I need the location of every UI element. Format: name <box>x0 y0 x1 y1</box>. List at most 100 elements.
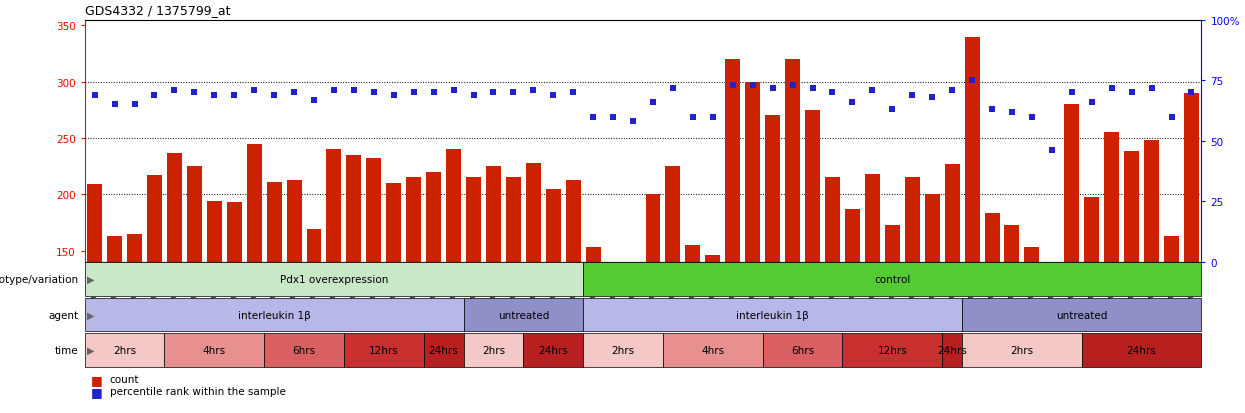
Bar <box>525 164 540 413</box>
Bar <box>227 203 242 413</box>
Bar <box>1084 197 1099 413</box>
Point <box>364 90 383 97</box>
Text: 2hrs: 2hrs <box>113 345 136 355</box>
Text: 4hrs: 4hrs <box>701 345 725 355</box>
Bar <box>646 195 661 413</box>
Bar <box>1144 141 1159 413</box>
Point <box>184 90 204 97</box>
Bar <box>423 333 463 367</box>
Bar <box>746 83 761 413</box>
Point <box>942 88 962 94</box>
Point <box>264 92 284 99</box>
Bar <box>962 298 1201 332</box>
Bar <box>463 333 523 367</box>
Point <box>803 85 823 92</box>
Bar <box>763 333 843 367</box>
Point <box>244 88 264 94</box>
Bar <box>843 333 942 367</box>
Text: time: time <box>55 345 78 355</box>
Point <box>664 85 684 92</box>
Bar <box>446 150 461 413</box>
Bar <box>127 234 142 413</box>
Bar <box>686 245 701 413</box>
Bar <box>523 333 583 367</box>
Bar <box>344 333 423 367</box>
Point <box>224 92 244 99</box>
Bar <box>666 167 681 413</box>
Bar <box>187 167 202 413</box>
Bar <box>346 156 361 413</box>
Bar <box>286 180 301 413</box>
Point <box>164 88 184 94</box>
Point <box>1142 85 1162 92</box>
Point <box>1182 90 1201 97</box>
Bar <box>865 175 880 413</box>
Bar <box>366 159 381 413</box>
Point <box>105 102 125 109</box>
Bar <box>1184 94 1199 413</box>
Point <box>783 83 803 89</box>
Text: interleukin 1β: interleukin 1β <box>736 310 809 320</box>
Point <box>1162 114 1182 121</box>
Text: 6hrs: 6hrs <box>293 345 315 355</box>
Bar <box>706 256 721 413</box>
Bar <box>845 209 860 413</box>
Point <box>823 90 843 97</box>
Text: 2hrs: 2hrs <box>482 345 505 355</box>
Point <box>403 90 423 97</box>
Bar <box>386 184 401 413</box>
Bar <box>885 225 900 413</box>
Bar <box>167 153 182 413</box>
Bar <box>585 248 600 413</box>
Bar <box>486 167 500 413</box>
Point <box>1042 148 1062 154</box>
Text: untreated: untreated <box>498 310 549 320</box>
Bar <box>605 276 620 413</box>
Text: 24hrs: 24hrs <box>538 345 568 355</box>
Point <box>483 90 503 97</box>
Bar <box>825 178 840 413</box>
Point <box>85 92 105 99</box>
Point <box>863 88 883 94</box>
Point <box>304 97 324 104</box>
Point <box>723 83 743 89</box>
Point <box>204 92 224 99</box>
Bar <box>1025 248 1040 413</box>
Bar <box>207 202 222 413</box>
Point <box>743 83 763 89</box>
Bar <box>87 185 102 413</box>
Bar <box>625 281 640 413</box>
Text: ■: ■ <box>91 373 102 386</box>
Bar <box>1005 225 1020 413</box>
Bar <box>766 116 781 413</box>
Text: 12hrs: 12hrs <box>878 345 908 355</box>
Point <box>684 114 703 121</box>
Bar <box>1124 152 1139 413</box>
Bar <box>164 333 264 367</box>
Point <box>603 114 622 121</box>
Point <box>843 100 863 106</box>
Text: 6hrs: 6hrs <box>791 345 814 355</box>
Point <box>344 88 364 94</box>
Bar <box>945 164 960 413</box>
Text: GDS4332 / 1375799_at: GDS4332 / 1375799_at <box>85 4 230 17</box>
Point <box>703 114 723 121</box>
Point <box>903 92 923 99</box>
Point <box>962 78 982 84</box>
Point <box>763 85 783 92</box>
Text: Pdx1 overexpression: Pdx1 overexpression <box>280 274 388 284</box>
Text: ▶: ▶ <box>87 274 95 284</box>
Bar <box>1164 236 1179 413</box>
Point <box>583 114 603 121</box>
Text: genotype/variation: genotype/variation <box>0 274 78 284</box>
Bar <box>545 189 560 413</box>
Text: ■: ■ <box>91 385 102 398</box>
Bar <box>583 333 664 367</box>
Bar <box>466 178 481 413</box>
Bar <box>1104 133 1119 413</box>
Point <box>644 100 664 106</box>
Text: 4hrs: 4hrs <box>203 345 225 355</box>
Point <box>383 92 403 99</box>
Point <box>563 90 583 97</box>
Point <box>144 92 164 99</box>
